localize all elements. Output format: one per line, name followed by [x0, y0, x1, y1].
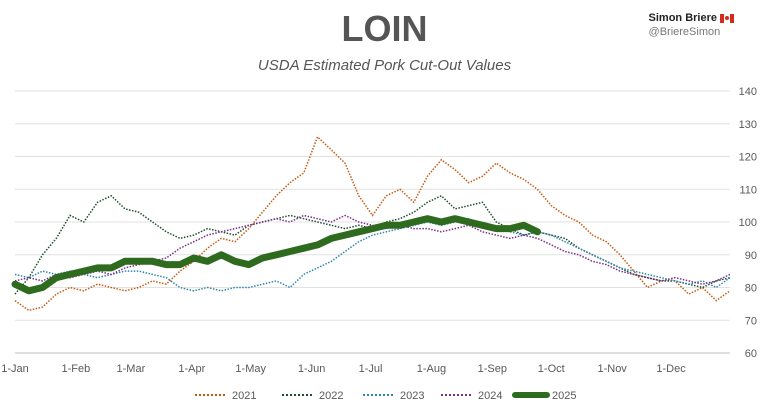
chart-subtitle: USDA Estimated Pork Cut-Out Values [257, 57, 512, 74]
x-tick-label: 1-Nov [597, 363, 627, 375]
y-tick-label: 100 [739, 217, 757, 229]
y-tick-label: 140 [739, 86, 757, 98]
x-tick-label: 1-Jul [359, 363, 383, 375]
author-credit: Simon Briere @BriereSimon [649, 12, 734, 38]
legend-item-2024: 2024 [441, 390, 502, 402]
series-line-2024 [14, 214, 731, 285]
series-line-2023 [14, 217, 731, 292]
x-tick-label: 1-Oct [538, 363, 565, 375]
y-tick-label: 130 [739, 119, 757, 131]
x-tick-label: 1-Mar [117, 363, 146, 375]
series-line-2022 [14, 194, 731, 295]
y-tick-label: 60 [745, 348, 757, 360]
y-tick-label: 90 [745, 250, 757, 262]
author-handle: @BriereSimon [648, 26, 721, 38]
legend-label: 2021 [232, 390, 256, 402]
legend-label: 2025 [552, 390, 576, 402]
x-tick-label: 1-Jun [298, 363, 326, 375]
y-tick-label: 80 [745, 283, 757, 295]
x-tick-label: 1-Feb [62, 363, 91, 375]
x-tick-label: 1-Sep [478, 363, 507, 375]
y-tick-label: 120 [739, 152, 757, 164]
x-tick-label: 1-Aug [417, 363, 446, 375]
series-line-2021 [14, 135, 731, 312]
x-tick-label: 1-Apr [178, 363, 205, 375]
x-tick-label: 1-Dec [656, 363, 686, 375]
legend-label: 2023 [400, 390, 424, 402]
legend-label: 2022 [319, 390, 343, 402]
x-tick-label: 1-Jan [1, 363, 29, 375]
legend-item-2022: 2022 [282, 390, 343, 402]
author-name: Simon Briere [648, 12, 717, 24]
legend-item-2021: 2021 [195, 390, 256, 402]
legend-item-2025: 2025 [512, 390, 576, 402]
legend-label: 2024 [478, 390, 502, 402]
x-tick-label: 1-May [235, 363, 266, 375]
y-tick-label: 70 [745, 315, 757, 327]
series-line-2025 [11, 215, 541, 295]
legend-item-2023: 2023 [363, 390, 424, 402]
chart-title: LOIN [341, 8, 428, 49]
canada-flag-icon [720, 13, 734, 23]
y-tick-label: 110 [739, 184, 757, 196]
